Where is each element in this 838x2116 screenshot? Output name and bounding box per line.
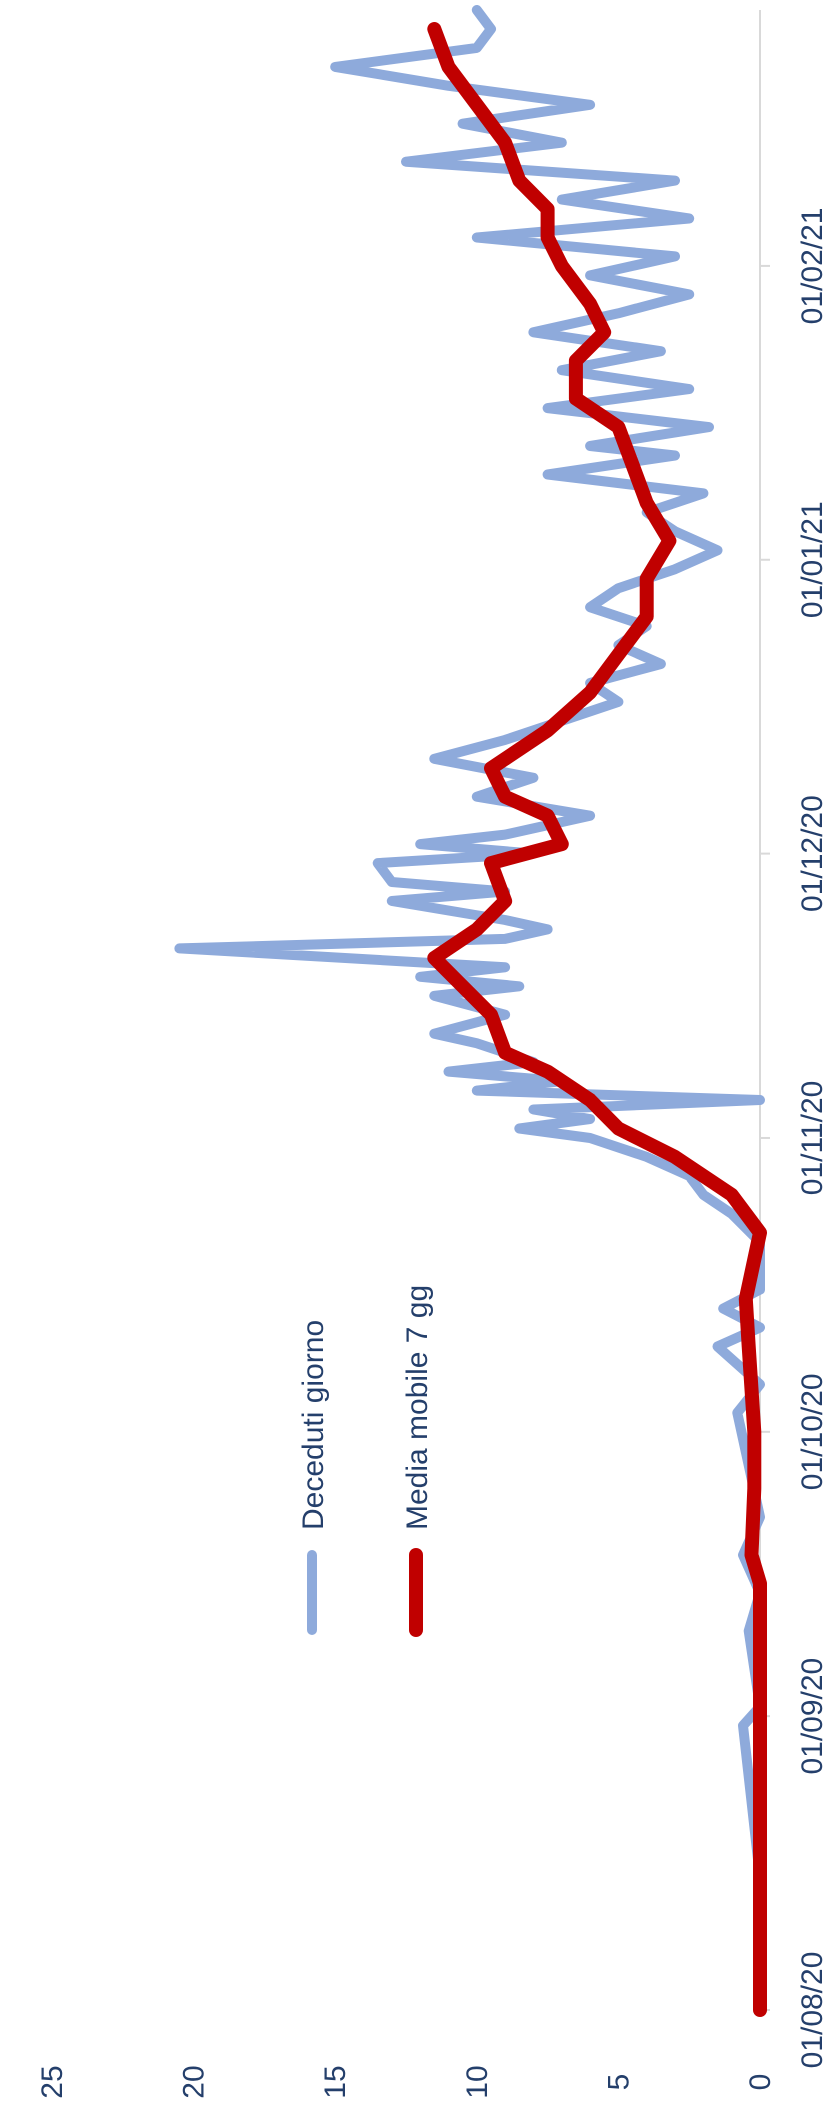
y-tick-label: 10: [461, 2065, 494, 2098]
x-tick-label: 01/11/20: [796, 1081, 829, 1196]
y-tick-label: 15: [319, 2065, 352, 2098]
x-tick-label: 01/10/20: [796, 1373, 829, 1490]
x-tick-label: 01/12/20: [796, 795, 829, 912]
legend-label-deceduti: Deceduti giorno: [297, 1320, 330, 1530]
x-tick-labels: 01/08/20 01/09/20 01/10/20 01/11/20 01/12/20…: [796, 208, 829, 2069]
y-tick-label: 0: [744, 2074, 777, 2091]
series-deceduti-giorno-line: [174, 5, 765, 2015]
y-tick-labels: 0 5 10 15 20 25: [36, 2065, 777, 2098]
x-tick-label: 01/08/20: [796, 1952, 829, 2069]
x-tick-label: 01/09/20: [796, 1658, 829, 1775]
series-media-mobile-line: [427, 22, 767, 2017]
y-tick-label: 25: [36, 2065, 69, 2098]
y-tick-label: 20: [178, 2065, 211, 2098]
x-tick-label: 01/01/21: [796, 501, 829, 618]
x-tick-label: 01/02/21: [796, 208, 829, 325]
y-tick-label: 5: [602, 2074, 635, 2091]
legend: Deceduti giorno Media mobile 7 gg: [297, 1285, 434, 1637]
legend-label-media: Media mobile 7 gg: [401, 1285, 434, 1530]
